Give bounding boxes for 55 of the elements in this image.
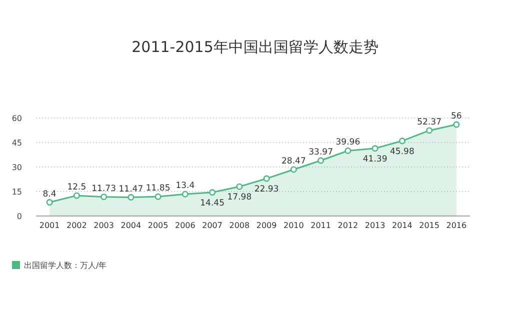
point: [73, 192, 80, 199]
y-tick-label: 30: [12, 163, 22, 172]
data-label: 39.96: [336, 138, 360, 148]
x-tick-label: 2004: [120, 221, 142, 230]
x-tick-label: 2015: [419, 221, 440, 230]
point: [372, 145, 378, 152]
data-label: 11.73: [92, 184, 116, 194]
point: [100, 194, 108, 200]
data-label: 22.93: [254, 184, 279, 195]
x-tick-label: 2009: [256, 221, 277, 230]
x-tick-label: 2013: [364, 221, 386, 230]
x-tick-label: 2012: [338, 221, 358, 230]
data-label: 28.47: [282, 156, 306, 166]
data-label: 45.98: [390, 146, 414, 157]
x-tick-label: 2001: [39, 221, 60, 230]
legend-label: 出国留学人数：万人/年: [24, 261, 107, 270]
point: [46, 199, 53, 206]
data-label: 52.37: [417, 117, 442, 128]
data-label: 12.5: [67, 182, 86, 193]
x-tick-label: 2016: [446, 221, 467, 230]
point: [318, 157, 324, 164]
data-label: 13.4: [176, 181, 195, 192]
chart-title: 2011-2015年中国出国留学人数走势: [132, 38, 378, 56]
data-label: 8.4: [42, 189, 56, 200]
data-label: 11.47: [118, 184, 144, 194]
data-label: 11.85: [146, 184, 170, 194]
x-tick-label: 2010: [284, 221, 304, 230]
x-tick-label: 2008: [229, 221, 250, 230]
x-tick-label: 2002: [66, 221, 87, 230]
point: [263, 175, 270, 182]
x-tick-label: 2011: [310, 221, 331, 230]
data-label: 17.98: [227, 192, 252, 203]
point: [344, 147, 352, 154]
x-tick-label: 2014: [392, 221, 412, 230]
point: [128, 194, 134, 201]
x-tick-label: 2007: [202, 221, 222, 230]
point: [453, 121, 460, 128]
point: [426, 127, 433, 134]
data-label: 14.45: [200, 198, 224, 208]
point: [209, 189, 216, 196]
y-tick-label: 0: [16, 212, 22, 221]
x-tick-label: 2003: [94, 221, 114, 230]
point: [182, 190, 188, 198]
point: [398, 138, 406, 144]
point: [236, 183, 243, 190]
y-tick-label: 45: [12, 138, 22, 148]
data-label: 56: [451, 112, 462, 122]
x-tick-label: 2005: [148, 221, 168, 230]
point: [290, 166, 297, 173]
y-tick-label: 15: [12, 188, 22, 196]
data-label: 33.97: [308, 148, 333, 158]
data-label: 41.39: [362, 154, 388, 164]
x-tick-label: 2006: [175, 221, 196, 230]
y-tick-label: 60: [12, 114, 22, 123]
point: [154, 193, 162, 200]
